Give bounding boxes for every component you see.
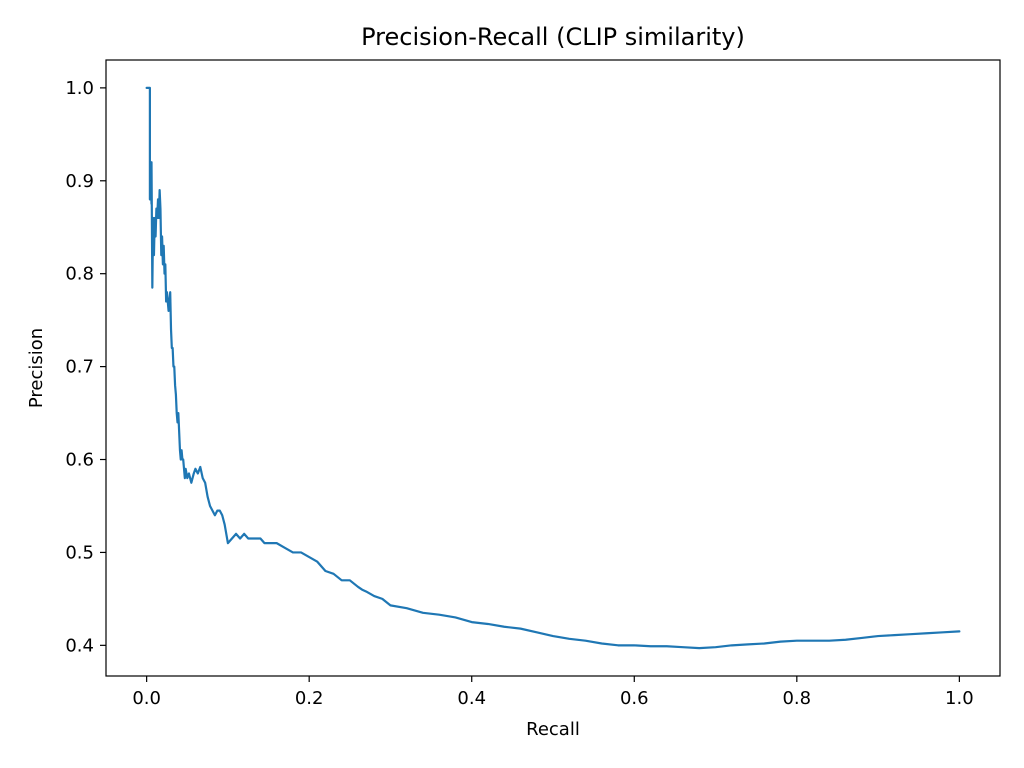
y-tick-label: 1.0 bbox=[65, 78, 94, 99]
x-axis-label: Recall bbox=[526, 719, 580, 740]
y-tick-label: 0.5 bbox=[65, 542, 94, 563]
plot-frame bbox=[105, 59, 1001, 677]
tick-layer: 0.0 0.2 0.4 0.6 0.8 1.0 0.4 0.5 0.6 0.7 0.8 0.9 1.0 bbox=[65, 78, 973, 709]
y-tick-label: 0.6 bbox=[65, 450, 94, 471]
y-tick-label: 0.4 bbox=[65, 635, 94, 656]
y-tick-label: 0.9 bbox=[65, 171, 94, 192]
precision-recall-line bbox=[145, 86, 961, 650]
x-tick-label: 0.8 bbox=[782, 688, 811, 709]
x-tick-label: 0.6 bbox=[620, 688, 649, 709]
series-layer bbox=[145, 86, 961, 650]
chart-title: Precision-Recall (CLIP similarity) bbox=[361, 23, 745, 51]
x-tick-label: 0.2 bbox=[295, 688, 324, 709]
x-tick-label: 0.0 bbox=[132, 688, 161, 709]
y-tick-label: 0.7 bbox=[65, 357, 94, 378]
y-axis-label: Precision bbox=[26, 328, 47, 408]
x-tick-label: 1.0 bbox=[945, 688, 974, 709]
y-tick-label: 0.8 bbox=[65, 264, 94, 285]
x-tick-label: 0.4 bbox=[457, 688, 486, 709]
